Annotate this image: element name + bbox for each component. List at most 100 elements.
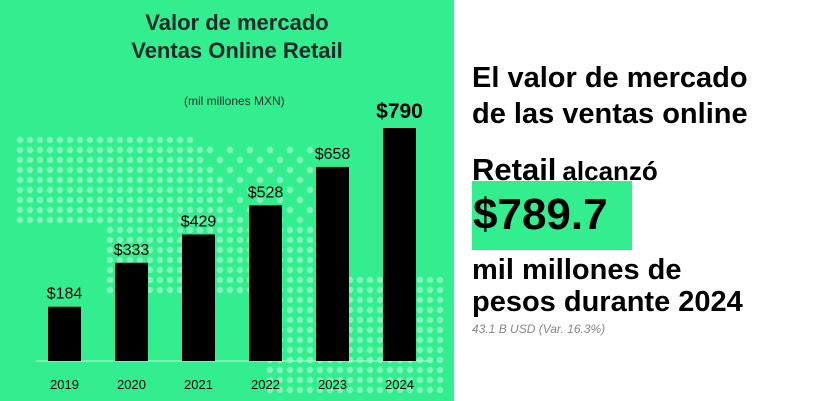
map-dot bbox=[406, 386, 414, 394]
map-dot bbox=[66, 146, 74, 154]
map-dot bbox=[416, 346, 424, 354]
map-dot bbox=[136, 136, 144, 144]
map-dot bbox=[206, 166, 214, 174]
map-dot bbox=[436, 346, 444, 354]
map-dot bbox=[196, 216, 204, 224]
map-dot bbox=[146, 136, 154, 144]
map-dot bbox=[126, 146, 134, 154]
map-dot bbox=[296, 286, 304, 294]
map-dot bbox=[216, 176, 224, 184]
map-dot bbox=[306, 346, 314, 354]
map-dot bbox=[166, 156, 174, 164]
map-dot bbox=[26, 176, 34, 184]
map-dot bbox=[296, 196, 304, 204]
map-dot bbox=[306, 246, 314, 254]
map-dot bbox=[136, 186, 144, 194]
map-dot bbox=[426, 386, 434, 394]
map-dot bbox=[266, 186, 274, 194]
map-dot bbox=[416, 366, 424, 374]
map-dot bbox=[196, 166, 204, 174]
map-dot bbox=[286, 336, 294, 344]
map-dot bbox=[116, 226, 124, 234]
map-dot bbox=[386, 366, 394, 374]
map-dot bbox=[416, 376, 424, 384]
map-dot bbox=[286, 146, 294, 154]
map-dot bbox=[306, 366, 314, 374]
bar-2021 bbox=[182, 234, 215, 361]
map-dot bbox=[16, 186, 24, 194]
map-dot bbox=[226, 166, 234, 174]
map-dot bbox=[226, 266, 234, 274]
map-dot bbox=[126, 166, 134, 174]
map-dot bbox=[146, 186, 154, 194]
map-dot bbox=[166, 206, 174, 214]
map-dot bbox=[226, 246, 234, 254]
map-dot bbox=[86, 186, 94, 194]
map-dot bbox=[226, 276, 234, 284]
map-dot bbox=[286, 256, 294, 264]
map-dot bbox=[196, 146, 204, 154]
map-dot bbox=[376, 276, 384, 284]
map-dot bbox=[16, 146, 24, 154]
map-dot bbox=[156, 146, 164, 154]
map-dot bbox=[166, 166, 174, 174]
map-dot bbox=[196, 156, 204, 164]
map-dot bbox=[286, 236, 294, 244]
map-dot bbox=[306, 166, 314, 174]
map-dot bbox=[216, 186, 224, 194]
map-dot bbox=[116, 196, 124, 204]
map-dot bbox=[46, 136, 54, 144]
map-dot bbox=[306, 236, 314, 244]
map-dot bbox=[296, 236, 304, 244]
map-dot bbox=[436, 316, 444, 324]
map-dot bbox=[166, 146, 174, 154]
map-dot bbox=[176, 156, 184, 164]
map-dot bbox=[156, 156, 164, 164]
map-dot bbox=[366, 276, 374, 284]
map-dot bbox=[146, 216, 154, 224]
map-dot bbox=[176, 186, 184, 194]
map-dot bbox=[76, 136, 84, 144]
map-dot bbox=[436, 356, 444, 364]
map-dot bbox=[276, 386, 284, 394]
map-dot bbox=[86, 136, 94, 144]
map-dot bbox=[216, 266, 224, 274]
map-dot bbox=[166, 176, 174, 184]
map-dot bbox=[16, 136, 24, 144]
map-dot bbox=[136, 156, 144, 164]
map-dot bbox=[186, 186, 194, 194]
map-dot bbox=[286, 356, 294, 364]
map-dot bbox=[46, 156, 54, 164]
map-dot bbox=[306, 186, 314, 194]
map-dot bbox=[156, 166, 164, 174]
map-dot bbox=[36, 156, 44, 164]
map-dot bbox=[366, 316, 374, 324]
map-dot bbox=[166, 216, 174, 224]
map-dot bbox=[216, 276, 224, 284]
chart-panel: Valor de mercado Ventas Online Retail (m… bbox=[0, 0, 454, 401]
map-dot bbox=[176, 226, 184, 234]
map-dot bbox=[16, 156, 24, 164]
map-dot bbox=[146, 196, 154, 204]
map-dot bbox=[156, 256, 164, 264]
map-dot bbox=[406, 376, 414, 384]
map-dot bbox=[296, 216, 304, 224]
map-dot bbox=[226, 206, 234, 214]
map-dot bbox=[86, 176, 94, 184]
map-dot bbox=[416, 286, 424, 294]
map-dot bbox=[296, 246, 304, 254]
map-dot bbox=[146, 286, 154, 294]
map-dot bbox=[436, 296, 444, 304]
value-highlight bbox=[472, 181, 632, 250]
map-dot bbox=[26, 196, 34, 204]
map-dot bbox=[146, 156, 154, 164]
map-dot bbox=[186, 176, 194, 184]
map-dot bbox=[336, 366, 344, 374]
map-dot bbox=[246, 186, 254, 194]
map-dot bbox=[36, 136, 44, 144]
map-dot bbox=[286, 226, 294, 234]
map-dot bbox=[106, 286, 114, 294]
map-dot bbox=[176, 216, 184, 224]
map-dot bbox=[196, 206, 204, 214]
usd-note: 43.1 B USD (Var. 16.3%) bbox=[472, 322, 606, 336]
